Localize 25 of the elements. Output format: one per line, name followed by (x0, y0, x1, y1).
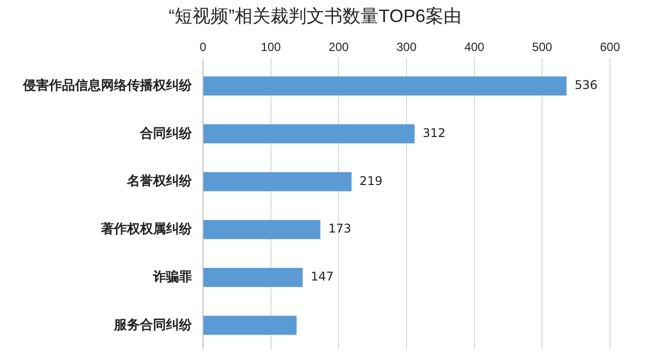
x-tick-label: 500 (532, 40, 552, 54)
y-tick-label: 名誉权纠纷 (126, 173, 193, 188)
x-tick-label: 0 (200, 40, 207, 54)
y-tick-label: 诈骗罪 (152, 268, 192, 284)
chart-title: “短视频”相关裁判文书数量TOP6案由 (168, 6, 462, 26)
data-label: 147 (310, 270, 334, 284)
x-tick-label: 600 (600, 40, 620, 54)
y-tick-label: 合同纠纷 (139, 125, 193, 140)
x-tick-label: 100 (260, 40, 282, 54)
bar (204, 316, 297, 335)
x-tick-label: 300 (396, 40, 417, 54)
y-tick-label: 著作权权属纠纷 (100, 221, 193, 236)
bar (204, 124, 415, 144)
data-label: 312 (422, 126, 446, 140)
x-tick-label: 400 (464, 40, 485, 54)
bar (204, 220, 320, 240)
bar (204, 76, 567, 96)
data-label: 173 (328, 222, 352, 236)
bar (204, 172, 352, 192)
data-label: 219 (360, 174, 382, 188)
data-label: 536 (574, 78, 598, 92)
y-tick-label: 服务合同纠纷 (113, 316, 193, 332)
bar (204, 268, 303, 287)
x-tick-label: 200 (328, 40, 349, 54)
y-tick-label: 侵害作品信息网络传播权纠纷 (22, 78, 193, 93)
